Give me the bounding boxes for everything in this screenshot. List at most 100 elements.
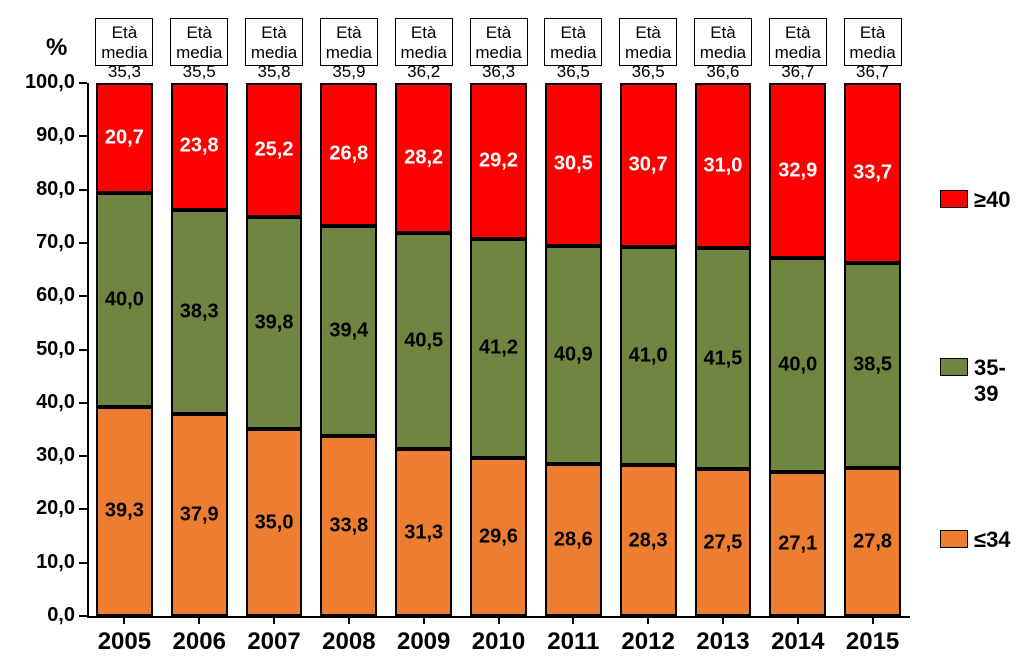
x-tick-label: 2009 xyxy=(397,628,450,656)
bar-2013: 27,5 41,5 31,0 xyxy=(695,83,752,616)
header-box: Etàmedia35,3 xyxy=(95,18,153,66)
seg-label-ge40: 28,2 xyxy=(395,147,452,170)
y-tick-label: 0,0 xyxy=(15,604,75,627)
y-tick xyxy=(79,508,87,510)
y-tick-label: 90,0 xyxy=(15,124,75,147)
x-tick-label: 2014 xyxy=(771,628,824,656)
seg-label-b3539: 39,4 xyxy=(320,319,377,342)
legend-label-ge40: ≥40 xyxy=(974,187,1011,213)
seg-label-b3539: 40,0 xyxy=(769,353,826,376)
bar-2005: 39,3 40,0 20,7 xyxy=(96,83,153,616)
header-box: Etàmedia36,2 xyxy=(395,18,453,66)
seg-label-le34: 27,8 xyxy=(844,530,901,553)
y-tick xyxy=(79,402,87,404)
x-tick xyxy=(647,616,649,624)
seg-label-b3539: 41,2 xyxy=(470,337,527,360)
seg-label-le34: 31,3 xyxy=(395,521,452,544)
seg-label-ge40: 30,5 xyxy=(545,153,602,176)
x-tick xyxy=(348,616,350,624)
seg-label-le34: 35,0 xyxy=(246,511,303,534)
y-tick xyxy=(79,615,87,617)
seg-label-b3539: 40,9 xyxy=(545,343,602,366)
seg-label-ge40: 29,2 xyxy=(470,149,527,172)
header-box: Etàmedia35,9 xyxy=(320,18,378,66)
x-tick xyxy=(572,616,574,624)
y-tick xyxy=(79,135,87,137)
bar-2008: 33,8 39,4 26,8 xyxy=(320,83,377,616)
header-box: Etàmedia35,5 xyxy=(170,18,228,66)
seg-label-le34: 28,6 xyxy=(545,528,602,551)
bar-2012: 28,341,030,7 xyxy=(620,83,677,616)
y-tick-label: 50,0 xyxy=(15,338,75,361)
seg-label-le34: 27,5 xyxy=(695,531,752,554)
seg-label-le34: 39,3 xyxy=(96,500,153,523)
y-tick-label: 100,0 xyxy=(15,71,75,94)
bar-2014: 27,1 40,0 32,9 xyxy=(769,83,826,616)
seg-label-ge40: 33,7 xyxy=(844,161,901,184)
header-box: Etàmedia36,5 xyxy=(619,18,677,66)
seg-label-ge40: 32,9 xyxy=(769,159,826,182)
x-tick xyxy=(797,616,799,624)
x-tick xyxy=(872,616,874,624)
bar-2011: 28,6 40,9 30,5 xyxy=(545,83,602,616)
seg-label-b3539: 38,5 xyxy=(844,354,901,377)
y-axis-line xyxy=(87,83,89,616)
y-tick-label: 60,0 xyxy=(15,284,75,307)
x-tick-label: 2012 xyxy=(621,628,674,656)
header-box: Etàmedia36,7 xyxy=(769,18,827,66)
y-tick-label: 30,0 xyxy=(15,444,75,467)
x-tick xyxy=(722,616,724,624)
x-tick xyxy=(498,616,500,624)
x-tick-label: 2015 xyxy=(846,628,899,656)
y-tick-label: 80,0 xyxy=(15,178,75,201)
header-box: Etàmedia36,6 xyxy=(694,18,752,66)
seg-label-ge40: 25,2 xyxy=(246,139,303,162)
y-tick-label: 70,0 xyxy=(15,231,75,254)
y-tick-label: 40,0 xyxy=(15,391,75,414)
y-tick xyxy=(79,242,87,244)
header-box: Etàmedia35,8 xyxy=(245,18,303,66)
legend-swatch-b3539 xyxy=(940,358,968,376)
seg-label-ge40: 26,8 xyxy=(320,143,377,166)
chart-root: % 0,0 10,0 20,0 30,0 40,0 50,0 60,0 70,0 80,0 90,… xyxy=(0,0,1024,672)
y-tick-label: 10,0 xyxy=(15,551,75,574)
y-tick xyxy=(79,349,87,351)
y-tick-label: 20,0 xyxy=(15,497,75,520)
seg-label-ge40: 31,0 xyxy=(695,154,752,177)
seg-label-le34: 33,8 xyxy=(320,514,377,537)
bar-2009: 31,3 40,5 28,2 xyxy=(395,83,452,616)
seg-label-b3539: 40,5 xyxy=(395,330,452,353)
seg-label-ge40: 23,8 xyxy=(171,135,228,158)
x-tick-label: 2011 xyxy=(547,628,599,656)
x-tick-label: 2006 xyxy=(173,628,226,656)
seg-label-b3539: 41,5 xyxy=(695,347,752,370)
header-box: Etàmedia36,7 xyxy=(844,18,902,66)
seg-label-ge40: 20,7 xyxy=(96,127,153,150)
y-tick xyxy=(79,455,87,457)
seg-label-le34: 37,9 xyxy=(171,503,228,526)
bar-2007: 35,039,825,2 xyxy=(246,83,303,616)
header-box: Etàmedia36,3 xyxy=(470,18,528,66)
x-tick-label: 2007 xyxy=(247,628,300,656)
y-tick xyxy=(79,189,87,191)
x-tick-label: 2005 xyxy=(98,628,151,656)
seg-label-le34: 27,1 xyxy=(769,532,826,555)
legend-label-le34: ≤34 xyxy=(974,527,1011,553)
x-tick xyxy=(198,616,200,624)
y-axis-title: % xyxy=(46,34,67,62)
legend-label-b3539: 35-39 xyxy=(974,355,1024,407)
seg-label-b3539: 41,0 xyxy=(620,344,677,367)
legend-swatch-le34 xyxy=(940,530,968,548)
x-tick-label: 2010 xyxy=(472,628,525,656)
bar-2006: 37,938,323,8 xyxy=(171,83,228,616)
bar-2010: 29,6 41,2 29,2 xyxy=(470,83,527,616)
y-tick xyxy=(79,295,87,297)
x-tick xyxy=(273,616,275,624)
legend-swatch-ge40 xyxy=(940,190,968,208)
y-tick xyxy=(79,82,87,84)
x-tick xyxy=(123,616,125,624)
seg-label-b3539: 40,0 xyxy=(96,288,153,311)
seg-label-le34: 29,6 xyxy=(470,526,527,549)
y-tick xyxy=(79,562,87,564)
header-box: Etàmedia36,5 xyxy=(544,18,602,66)
